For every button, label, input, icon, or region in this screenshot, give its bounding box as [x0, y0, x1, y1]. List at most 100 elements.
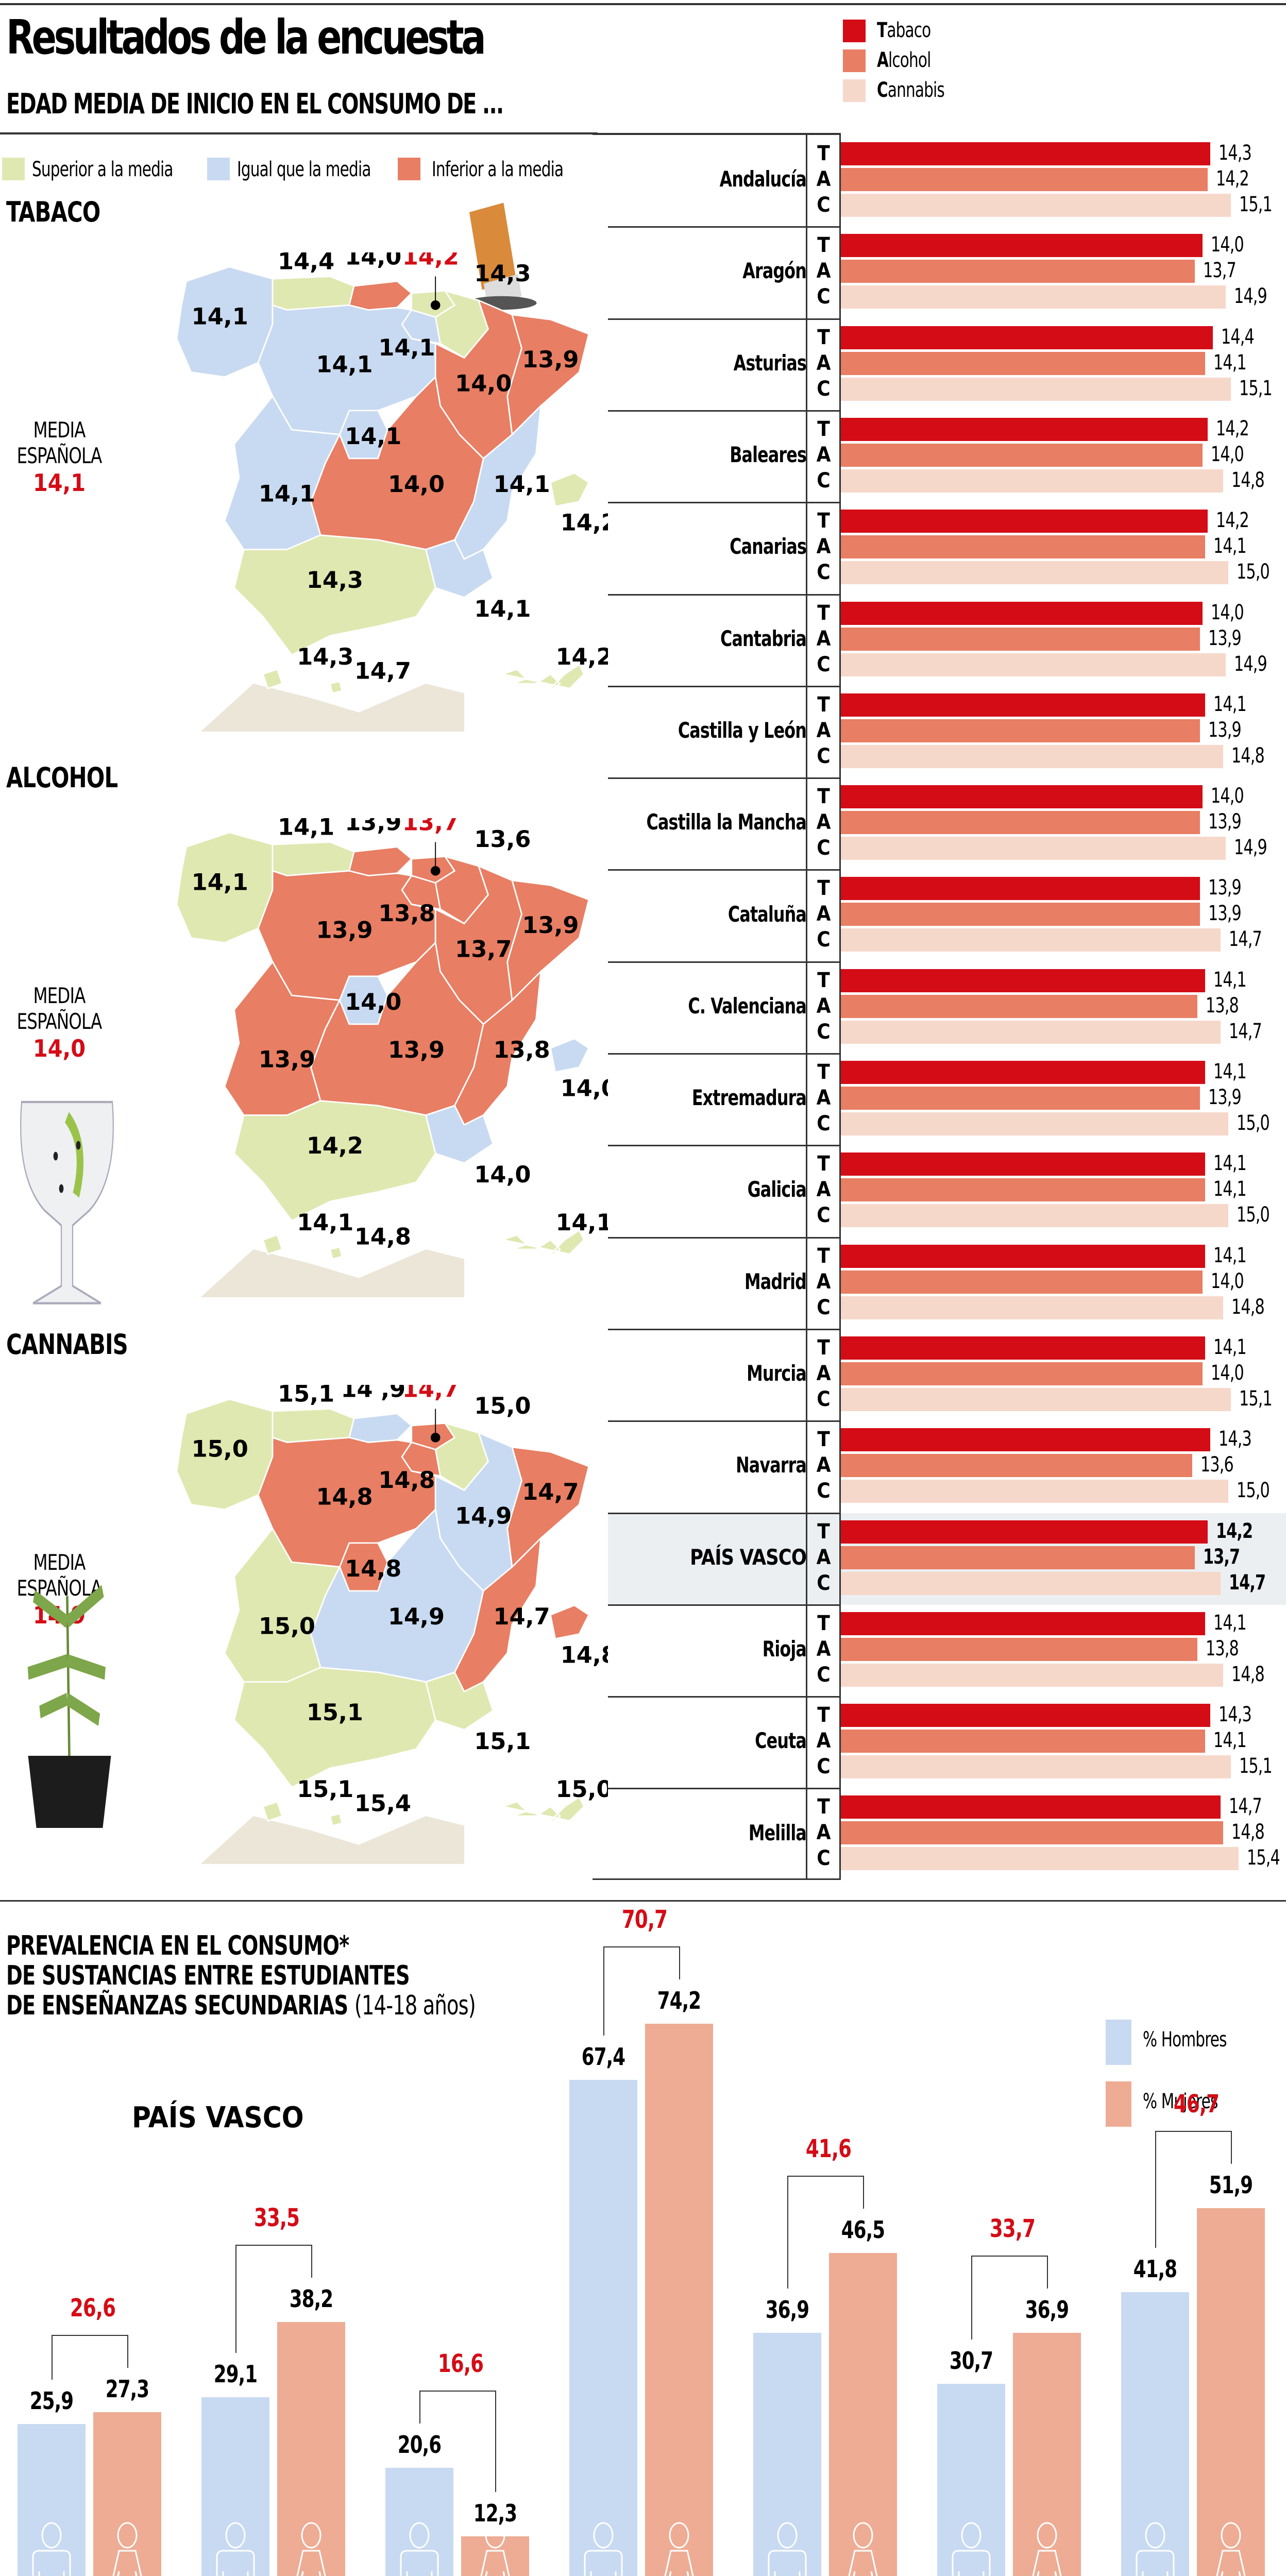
series-letter: A: [816, 1269, 831, 1294]
series-letter: T: [817, 1152, 830, 1176]
series-letter: A: [816, 259, 831, 283]
map-value-castilla-mancha: 14,0: [388, 471, 445, 498]
region-label: Cantabria: [720, 625, 807, 651]
bar-value-label: 15,4: [1247, 1846, 1280, 1870]
map-value-castilla-leon: 14,8: [316, 1484, 373, 1511]
map-value-asturias: 14,1: [278, 818, 334, 841]
row-separator: [608, 961, 841, 963]
region-melilla: [329, 680, 343, 694]
series-letter: A: [816, 902, 831, 926]
map-value-navarra: 14,3: [474, 260, 531, 287]
series-letter: T: [817, 1703, 830, 1727]
woman-icon: [480, 2522, 510, 2576]
bar-value-label: 14,3: [1219, 1427, 1252, 1451]
series-letter: A: [816, 626, 831, 651]
spain-map: 15,015,1 14 ,914,715,014,814,814,914,714,…: [176, 1385, 608, 1864]
bar-alcohol: [841, 535, 1206, 559]
bracket-top: [52, 2335, 128, 2336]
bar-tabaco: [841, 1520, 1208, 1544]
series-letter: A: [816, 810, 831, 835]
media-value: 14,0: [32, 1035, 86, 1062]
bar-value-label: 14,0: [1211, 233, 1244, 257]
bar-cannabis: [841, 1112, 1229, 1136]
woman-icon: [296, 2522, 326, 2576]
bar-tabaco: [841, 785, 1203, 809]
map-value-canarias: 14,2: [555, 643, 608, 670]
woman-icon: [848, 2522, 878, 2576]
series-letter: C: [817, 1295, 831, 1319]
region-ceuta: [262, 1801, 283, 1822]
series-letter: C: [817, 1571, 831, 1595]
bar-tabaco: [841, 969, 1206, 992]
prevalence-title-line-1: PREVALENCIA EN EL CONSUMO*: [6, 1930, 349, 1961]
legend-initial-cannabis: C: [877, 78, 888, 102]
region-label: Madrid: [744, 1268, 807, 1294]
bar-value-label: 13,7: [1203, 1545, 1240, 1569]
bar-value-label: 41,8: [1133, 2255, 1177, 2283]
bar-cannabis: [841, 837, 1226, 860]
bar-value-label: 29,1: [213, 2360, 258, 2388]
series-letter: T: [817, 233, 830, 258]
top-rule: [0, 3, 1286, 5]
bar-cannabis: [841, 1755, 1231, 1779]
bar-alcohol: [841, 1730, 1206, 1753]
bar-cannabis: [841, 285, 1226, 309]
series-letter: T: [817, 876, 830, 901]
bar-value-label: 14,1: [1213, 1728, 1247, 1753]
map-value-murcia: 15,1: [474, 1728, 531, 1755]
bar-value-label: 14,1: [1213, 692, 1247, 716]
region-label: Andalucía: [719, 166, 807, 192]
media-value: 14,1: [32, 469, 86, 497]
region-label: Melilla: [748, 1820, 807, 1845]
bar-hombres: [569, 2080, 637, 2576]
series-letter: C: [817, 836, 831, 860]
series-letter: T: [817, 417, 830, 441]
map-value-navarra: 15,0: [474, 1393, 531, 1419]
series-letter: C: [817, 1846, 831, 1871]
map-value-galicia: 14,1: [192, 869, 248, 896]
bar-mujeres: [1013, 2332, 1081, 2576]
region-andalucia: [233, 534, 436, 656]
bar-tabaco: [841, 1612, 1206, 1635]
bar-value-label: 13,9: [1208, 1086, 1242, 1109]
man-icon: [768, 2522, 807, 2576]
bar-value-label: 14,1: [1213, 534, 1247, 558]
series-letter: C: [817, 1663, 831, 1687]
man-icon: [952, 2522, 991, 2576]
bar-alcohol: [841, 168, 1208, 191]
prevalence-title-line-3: DE ENSEÑANZAS SECUNDARIAS (14-18 años): [6, 1991, 476, 2021]
series-letter: C: [817, 1755, 831, 1779]
bar-alcohol: [841, 994, 1198, 1018]
row-separator: [608, 594, 841, 596]
bracket-right: [495, 2390, 496, 2493]
map-value-aragon: 14,9: [455, 1503, 512, 1530]
bar-cannabis: [841, 1020, 1221, 1044]
bar-alcohol: [841, 1546, 1195, 1569]
bar-value-label: 13,7: [1203, 259, 1237, 283]
series-letter: T: [817, 325, 830, 349]
bar-value-label: 15,0: [1237, 1111, 1270, 1135]
map-value-rioja: 13,8: [378, 900, 435, 927]
bracket-left: [52, 2335, 53, 2380]
bar-value-label: 13,9: [1208, 626, 1242, 650]
region-label: Rioja: [762, 1636, 807, 1662]
map-value-rioja: 14,8: [378, 1467, 435, 1494]
spain-map: 14,114,4 14,0 14,214,314,114,114,013,914,1…: [176, 252, 608, 732]
bar-mujeres: [461, 2536, 529, 2576]
legend-swatch-alcohol: [843, 49, 866, 72]
bar-alcohol: [841, 260, 1195, 283]
region-label: Extremadura: [691, 1085, 807, 1111]
map-value-navarra: 13,6: [474, 826, 531, 853]
bar-value-label: 38,2: [289, 2284, 333, 2313]
bar-value-label: 14,8: [1231, 1662, 1265, 1686]
region-asturias: [272, 841, 355, 877]
series-letter: A: [816, 1361, 831, 1385]
map-panel-cannabis: CANNABISMEDIAESPAÑOLA14,915,015,114 ,914…: [0, 1328, 608, 1895]
series-letter: T: [817, 509, 830, 533]
bottom-section-rule: [0, 1900, 1286, 1902]
region-melilla: [329, 1246, 343, 1260]
bar-alcohol: [841, 1821, 1224, 1845]
region-cantabria: [348, 1413, 413, 1444]
legend-label-inferior: Inferior a la media: [432, 158, 564, 181]
series-letter: A: [816, 351, 831, 375]
